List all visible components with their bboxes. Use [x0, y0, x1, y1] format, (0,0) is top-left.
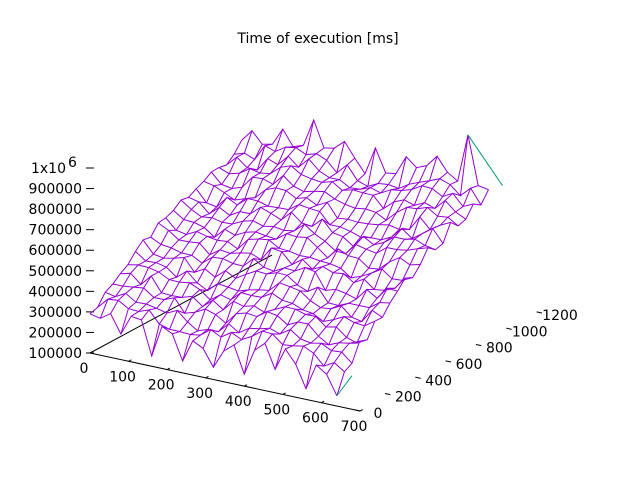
- x-tick-label: 0: [80, 361, 89, 377]
- x-tick-label: 200: [148, 378, 175, 394]
- surface-underside-line: [467, 134, 503, 186]
- x-tick-label: 500: [263, 402, 290, 418]
- y-tick: [415, 376, 421, 379]
- x-tick: [244, 384, 248, 387]
- z-top-tick-exponent: 6: [68, 155, 77, 171]
- surface-column-line: [130, 128, 284, 317]
- surface-column-line: [89, 139, 243, 315]
- x-tick: [166, 367, 171, 371]
- z-tick-label: 900000: [29, 182, 82, 198]
- y-tick: [384, 393, 391, 396]
- x-tick: [205, 375, 209, 379]
- surface-column-line: [285, 156, 438, 350]
- surface-column-line: [120, 143, 273, 335]
- y-tick: [445, 360, 452, 363]
- surface-mesh: [89, 118, 503, 397]
- z-tick-label: 300000: [29, 305, 82, 321]
- y-tick-label: 800: [486, 341, 513, 357]
- z-tick-label: 800000: [29, 202, 82, 218]
- z-tick-label: 700000: [29, 223, 82, 239]
- surface-column-line: [223, 147, 376, 352]
- surface-underside-line: [336, 375, 353, 397]
- surface-column-line: [336, 189, 489, 396]
- surface-column-line: [182, 147, 335, 362]
- surface-column-line: [151, 144, 304, 357]
- z-tick-label: 200000: [29, 325, 82, 341]
- y-tick: [506, 327, 512, 330]
- x-axis-line: [89, 352, 361, 412]
- surface-column-line: [202, 157, 356, 349]
- y-tick-label: 1200: [542, 308, 578, 324]
- x-tick: [128, 359, 132, 362]
- y-tick-label: 400: [425, 373, 452, 389]
- surface-column-line: [99, 130, 253, 319]
- y-tick: [354, 409, 361, 412]
- axes: [86, 167, 543, 412]
- z-top-tick-label: 1x10: [31, 161, 66, 177]
- surface-column-line: [243, 173, 397, 375]
- z-tick-label: 400000: [29, 284, 82, 300]
- x-tick: [359, 409, 363, 412]
- surface-row-line: [97, 298, 345, 373]
- surface-column-line: [172, 147, 325, 335]
- surface-column-line: [141, 146, 294, 321]
- y-tick-label: 200: [395, 390, 422, 406]
- surface-column-line: [212, 173, 366, 368]
- y-tick: [475, 344, 482, 347]
- surface-column-line: [110, 144, 263, 314]
- surface-column-line: [295, 171, 448, 365]
- x-tick-label: 100: [109, 369, 136, 385]
- surface-column-line: [161, 119, 315, 330]
- tick-labels: 0100200300400500600700020040060080010001…: [29, 155, 578, 435]
- x-tick-label: 600: [302, 411, 329, 427]
- surface-column-line: [192, 141, 345, 342]
- x-tick-label: 300: [186, 386, 213, 402]
- z-tick-label: 500000: [29, 264, 82, 280]
- surface-row-line: [226, 155, 474, 208]
- surface-column-line: [305, 180, 458, 389]
- x-tick: [321, 400, 325, 404]
- surface-column-line: [316, 134, 469, 367]
- z-tick-label: 100000: [29, 346, 82, 362]
- surface-column-line: [274, 165, 428, 370]
- y-tick: [536, 311, 543, 314]
- z-tick-label: 600000: [29, 243, 82, 259]
- x-tick-label: 700: [341, 419, 368, 435]
- x-tick-label: 400: [225, 394, 252, 410]
- surface-column-line: [233, 172, 387, 346]
- y-axis-line: [89, 254, 273, 354]
- surface-column-line: [326, 185, 479, 375]
- y-tick-label: 1000: [512, 324, 548, 340]
- y-tick-label: 600: [456, 357, 483, 373]
- surface-column-line: [254, 156, 407, 351]
- chart-title: Time of execution [ms]: [236, 31, 398, 47]
- surface-column-line: [264, 167, 417, 344]
- x-tick: [282, 392, 286, 395]
- y-tick-label: 0: [374, 406, 383, 422]
